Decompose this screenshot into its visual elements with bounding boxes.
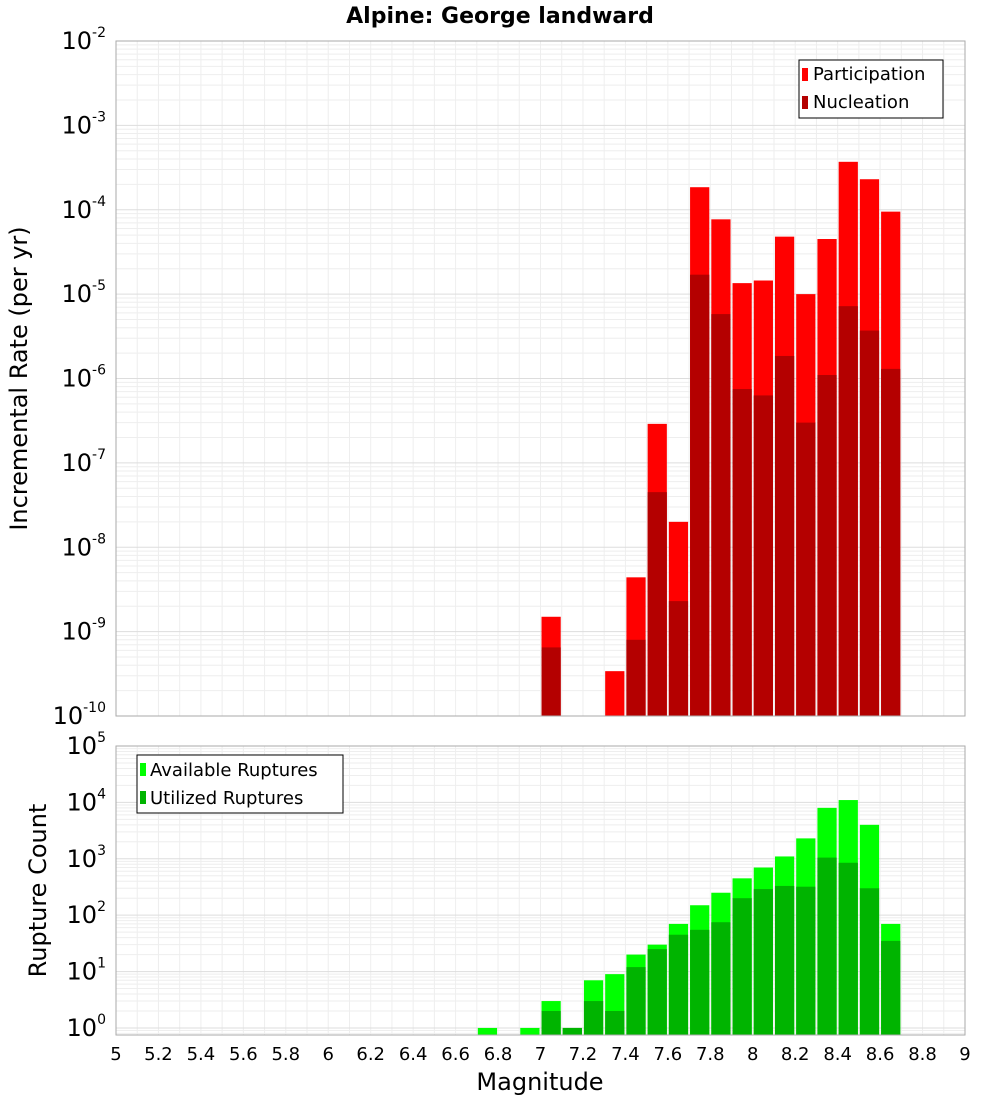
bottom-legend-box (136, 754, 344, 814)
y-tick-label: 10-7 (61, 447, 106, 477)
y-tick-label: 101 (67, 956, 106, 986)
x-tick-label: 7.6 (654, 1044, 683, 1065)
y-tick-label: 10-5 (61, 278, 106, 308)
x-tick-label: 6.8 (484, 1044, 513, 1065)
x-tick-label: 5.2 (144, 1044, 173, 1065)
y-tick-label: 10-4 (61, 194, 106, 224)
y-tick-label: 102 (67, 899, 106, 929)
y-tick-label: 10-9 (61, 616, 106, 646)
bar-utilized-ruptures (711, 922, 731, 1035)
x-tick-label: 5.4 (187, 1044, 216, 1065)
x-tick-label: 7.2 (569, 1044, 598, 1065)
bar-available-ruptures (520, 1027, 540, 1035)
bar-nucleation (626, 639, 646, 716)
bar-utilized-ruptures (690, 929, 710, 1035)
top-y-tick-labels: 10-10 10-9 10-8 10-7 10-6 10-5 10-4 10-3 10-2 (53, 25, 107, 730)
bar-nucleation (732, 389, 752, 716)
bottom-legend: Available Ruptures Utilized Ruptures (136, 754, 344, 814)
bar-nucleation (838, 306, 858, 716)
x-tick-label: 5 (110, 1044, 121, 1065)
y-tick-label: 10-6 (61, 363, 106, 393)
legend-label-utilized-ruptures: Utilized Ruptures (150, 788, 303, 809)
bottom-bars (477, 800, 901, 1035)
x-tick-label: 6.4 (399, 1044, 428, 1065)
bar-nucleation (690, 274, 710, 716)
bar-utilized-ruptures (838, 862, 858, 1035)
bar-utilized-ruptures (732, 898, 752, 1035)
bar-utilized-ruptures (881, 940, 901, 1035)
x-tick-label: 5.8 (271, 1044, 300, 1065)
x-tick-label: 6 (323, 1044, 334, 1065)
y-tick-label: 10-3 (61, 109, 106, 139)
bar-nucleation (774, 355, 795, 716)
x-tick-label: 5.6 (229, 1044, 258, 1065)
legend-label-available-ruptures: Available Ruptures (150, 760, 318, 781)
bar-nucleation (796, 422, 816, 716)
bar-available-ruptures (477, 1027, 498, 1035)
y-tick-label: 100 (67, 1012, 106, 1042)
bar-utilized-ruptures (668, 934, 689, 1035)
top-gridlines (115, 40, 966, 717)
y-tick-label: 10-10 (53, 700, 106, 730)
x-tick-label: 9 (959, 1044, 970, 1065)
bar-utilized-ruptures (541, 1010, 561, 1035)
legend-swatch-nucleation (802, 96, 808, 109)
x-tick-label: 8 (747, 1044, 758, 1065)
top-plot: 10-10 10-9 10-8 10-7 10-6 10-5 10-4 10-3 10-2 In… (5, 25, 966, 730)
bottom-y-axis-label: Rupture Count (24, 804, 52, 978)
legend-label-participation: Participation (813, 64, 925, 85)
x-tick-label: 8.4 (823, 1044, 852, 1065)
x-axis-label: Magnitude (476, 1068, 603, 1096)
bar-nucleation (817, 375, 837, 716)
bar-utilized-ruptures (605, 1010, 625, 1035)
y-tick-label: 10-8 (61, 531, 106, 561)
bar-utilized-ruptures (626, 967, 646, 1035)
bottom-plot: 100 101 102 103 104 105 5 5.2 5.4 5.6 5.8 6 6.2 6.4 6… (24, 730, 971, 1096)
bar-nucleation (647, 492, 667, 716)
bar-utilized-ruptures (647, 949, 667, 1035)
bar-nucleation (668, 601, 689, 716)
bottom-y-tick-labels: 100 101 102 103 104 105 (67, 730, 107, 1042)
bar-utilized-ruptures (562, 1027, 582, 1035)
bar-nucleation (881, 368, 901, 716)
bar-utilized-ruptures (774, 885, 795, 1035)
y-tick-label: 104 (67, 786, 107, 816)
bar-participation (605, 671, 625, 716)
top-bars (541, 161, 901, 717)
y-tick-label: 105 (67, 730, 106, 760)
bar-nucleation (711, 314, 731, 716)
bar-utilized-ruptures (796, 886, 816, 1035)
bar-utilized-ruptures (753, 889, 773, 1035)
x-tick-label: 8.6 (866, 1044, 895, 1065)
x-tick-label: 6.6 (441, 1044, 470, 1065)
x-tick-label: 7 (535, 1044, 546, 1065)
bar-nucleation (859, 330, 880, 716)
x-tick-label: 7.8 (696, 1044, 725, 1065)
top-y-axis-label: Incremental Rate (per yr) (5, 226, 33, 530)
bar-utilized-ruptures (859, 888, 880, 1035)
top-plot-frame (115, 40, 966, 717)
x-tick-label: 7.4 (611, 1044, 640, 1065)
bar-nucleation (753, 395, 773, 716)
chart-title: Alpine: George landward (346, 4, 654, 29)
legend-label-nucleation: Nucleation (813, 92, 909, 113)
bottom-plot-frame (115, 745, 966, 1036)
bar-utilized-ruptures (583, 1001, 604, 1035)
x-tick-label: 8.2 (781, 1044, 810, 1065)
legend-swatch-participation (802, 68, 808, 81)
legend-swatch-utilized-ruptures (140, 791, 146, 804)
top-legend-box (798, 59, 944, 119)
x-tick-label: 6.2 (356, 1044, 385, 1065)
y-tick-label: 10-2 (61, 25, 106, 55)
x-tick-label: 8.8 (908, 1044, 937, 1065)
bar-utilized-ruptures (817, 857, 837, 1035)
top-legend: Participation Nucleation (798, 59, 944, 119)
x-tick-labels: 5 5.2 5.4 5.6 5.8 6 6.2 6.4 6.6 6.8 7 7.2 7.4 7.6 7.8 8… (110, 1044, 970, 1065)
y-tick-label: 103 (67, 843, 106, 873)
bar-nucleation (541, 647, 561, 716)
legend-swatch-available-ruptures (140, 763, 146, 776)
